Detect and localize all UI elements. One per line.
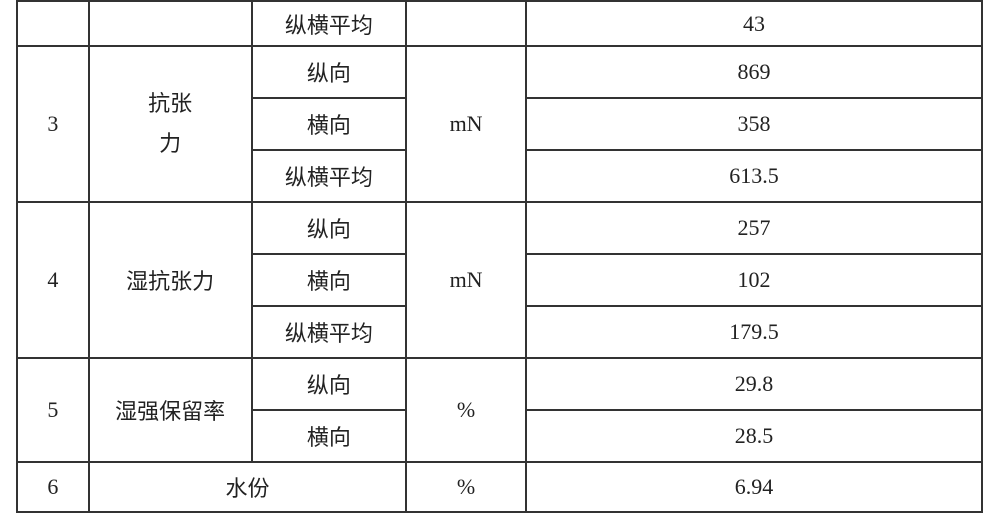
- table-cell-unit: %: [406, 462, 526, 512]
- table-cell-direction: 纵向: [252, 202, 407, 254]
- table-cell-unit: mN: [406, 46, 526, 202]
- table-cell-empty: [89, 1, 252, 46]
- table-cell-value: 6.94: [526, 462, 982, 512]
- table-cell-value: 613.5: [526, 150, 982, 202]
- table-cell-direction: 横向: [252, 98, 407, 150]
- table-cell-direction: 纵横平均: [252, 1, 407, 46]
- table-cell-property: 湿抗张力: [89, 202, 252, 358]
- table-cell-value: 179.5: [526, 306, 982, 358]
- table-cell-direction: 纵横平均: [252, 306, 407, 358]
- table-cell-unit: %: [406, 358, 526, 462]
- table-cell-value: 257: [526, 202, 982, 254]
- table-cell-empty: [17, 1, 89, 46]
- table-cell-property: 湿强保留率: [89, 358, 252, 462]
- table-cell-value: 29.8: [526, 358, 982, 410]
- table-cell-value: 28.5: [526, 410, 982, 462]
- table-cell-value: 102: [526, 254, 982, 306]
- property-label-line1: 抗张: [90, 84, 251, 124]
- table-cell-direction: 纵向: [252, 46, 407, 98]
- table-cell-direction: 横向: [252, 254, 407, 306]
- table-cell-property: 抗张 力: [89, 46, 252, 202]
- table-cell-index: 6: [17, 462, 89, 512]
- table-cell-direction: 纵向: [252, 358, 407, 410]
- table-cell-property: 水份: [89, 462, 406, 512]
- property-label-line2: 力: [90, 124, 251, 164]
- table-cell-value: 869: [526, 46, 982, 98]
- properties-table: 纵横平均 43 3 抗张 力 纵向 mN 869 横向 358 纵横平均 613…: [16, 0, 983, 513]
- table-cell-empty: [406, 1, 526, 46]
- table-cell-index: 4: [17, 202, 89, 358]
- table-cell-direction: 纵横平均: [252, 150, 407, 202]
- table-cell-unit: mN: [406, 202, 526, 358]
- table-cell-index: 5: [17, 358, 89, 462]
- table-cell-direction: 横向: [252, 410, 407, 462]
- table-cell-index: 3: [17, 46, 89, 202]
- table-cell-value: 358: [526, 98, 982, 150]
- table-cell-value: 43: [526, 1, 982, 46]
